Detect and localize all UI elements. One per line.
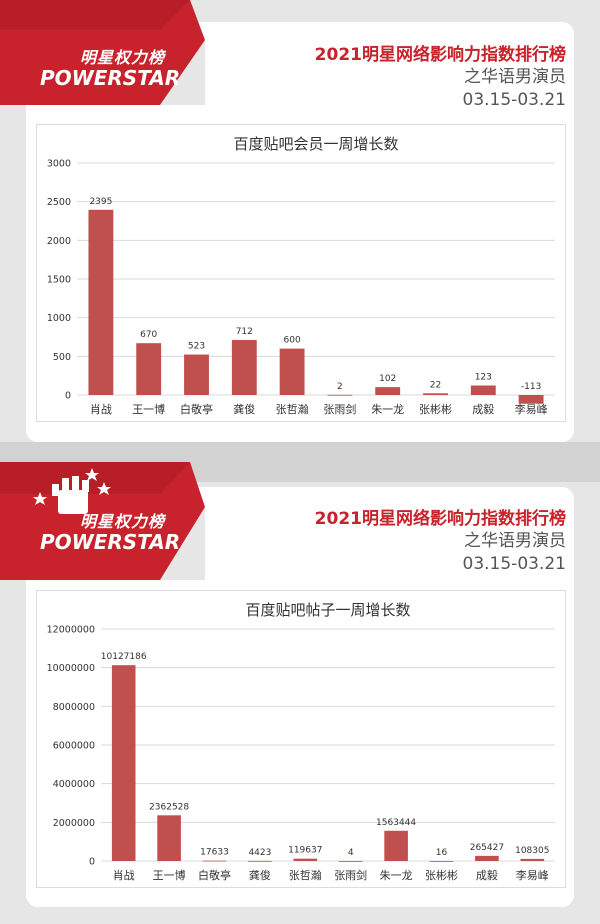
y-tick-label: 12000000 xyxy=(47,625,95,636)
bar xyxy=(88,209,114,395)
x-tick-label: 朱一龙 xyxy=(380,869,413,882)
y-tick-label: 8000000 xyxy=(53,702,95,713)
bar xyxy=(327,394,353,396)
chart-members-svg: 百度贴吧会员一周增长数 0 500 1000 1500 2000 2500 3000 2395 肖… xyxy=(47,135,555,416)
bar xyxy=(475,855,499,861)
y-tick-label: 4000000 xyxy=(53,779,95,790)
bar xyxy=(279,348,305,395)
data-label: 4423 xyxy=(248,848,271,858)
chart-title: 百度贴吧帖子一周增长数 xyxy=(245,601,410,619)
y-tick-label: 1000 xyxy=(47,313,71,324)
header-title-2: 2021明星网络影响力指数排行榜 xyxy=(314,509,566,529)
bar xyxy=(338,860,363,862)
data-label: 119637 xyxy=(288,846,322,856)
bar xyxy=(384,830,408,861)
chart-title: 百度贴吧会员一周增长数 xyxy=(233,135,398,153)
x-tick-label: 张哲瀚 xyxy=(289,868,322,882)
x-tick-label: 王一博 xyxy=(153,869,186,882)
data-label: 265427 xyxy=(470,843,504,853)
header-date-2: 03.15-03.21 xyxy=(462,554,566,574)
data-label: 123 xyxy=(475,372,492,382)
x-tick-label: 肖战 xyxy=(90,402,112,416)
y-tick-label: 2500 xyxy=(47,197,71,208)
x-tick-label: 成毅 xyxy=(476,868,498,882)
bar xyxy=(231,339,257,395)
bar xyxy=(293,858,318,861)
data-label: 523 xyxy=(188,342,205,352)
data-label: 600 xyxy=(284,336,301,346)
x-tick-label: 龚俊 xyxy=(233,402,255,416)
data-label: 4 xyxy=(348,848,354,858)
x-tick-label: 白敬亭 xyxy=(180,402,213,416)
bar xyxy=(470,385,496,395)
data-label: 16 xyxy=(436,848,448,858)
x-tick-label: 白敬亭 xyxy=(198,868,231,882)
y-tick-label: 2000 xyxy=(47,236,71,247)
x-tick-label: 李易峰 xyxy=(515,402,548,416)
data-label: 670 xyxy=(140,330,157,340)
chart-posts-svg: 百度贴吧帖子一周增长数 0 2000000 4000000 6000000 8000000… xyxy=(47,601,555,882)
brand-cn: 明星权力榜 xyxy=(80,48,166,67)
star-icons xyxy=(33,468,111,505)
data-label: 17633 xyxy=(200,848,229,858)
bar xyxy=(375,387,401,395)
bar xyxy=(423,393,448,395)
x-tick-label: 张雨剑 xyxy=(323,402,356,416)
bar xyxy=(157,815,181,861)
y-tick-label: 3000 xyxy=(47,159,71,170)
data-label: 10127186 xyxy=(101,652,147,662)
bar xyxy=(520,858,545,861)
bar xyxy=(202,860,227,862)
data-label: 2362528 xyxy=(149,802,189,812)
brand-en: POWERSTAR xyxy=(40,66,181,90)
header-subtitle-2: 之华语男演员 xyxy=(464,531,566,551)
header-text: 2021明星网络影响力指数排行榜 之华语男演员 03.15-03.21 xyxy=(315,44,566,112)
brand-cn-2: 明星权力榜 xyxy=(80,512,166,531)
y-tick-label: 2000000 xyxy=(53,818,95,829)
brand-logo-2: 明星权力榜 POWERSTAR xyxy=(40,508,180,554)
brand-logo: 明星权力榜 POWERSTAR xyxy=(40,44,180,90)
bar xyxy=(429,860,454,862)
x-tick-label: 龚俊 xyxy=(249,868,271,882)
y-tick-label: 500 xyxy=(53,352,71,363)
fist-icon xyxy=(52,476,89,514)
x-tick-label: 王一博 xyxy=(132,403,165,416)
y-tick-label: 1500 xyxy=(47,275,71,286)
bar xyxy=(248,860,272,862)
x-tick-label: 张彬彬 xyxy=(425,869,458,882)
brand-banner-2 xyxy=(0,462,205,580)
brand-banner xyxy=(0,0,205,105)
x-tick-label: 成毅 xyxy=(472,402,494,416)
bar xyxy=(184,354,209,395)
chart-members: 百度贴吧会员一周增长数 0 500 1000 1500 2000 2500 3000 2395 肖… xyxy=(36,124,566,422)
y-tick-label: 6000000 xyxy=(53,741,95,752)
y-tick-label: 0 xyxy=(65,391,71,402)
data-label: 1563444 xyxy=(376,818,416,828)
data-label: -113 xyxy=(521,382,541,392)
x-tick-label: 张哲瀚 xyxy=(276,402,309,416)
bar xyxy=(518,395,544,404)
x-tick-label: 张雨剑 xyxy=(334,868,367,882)
chart-posts: 百度贴吧帖子一周增长数 0 2000000 4000000 6000000 8000000… xyxy=(36,590,566,888)
bar xyxy=(136,343,162,395)
brand-en-2: POWERSTAR xyxy=(40,530,181,554)
data-label: 22 xyxy=(430,380,441,390)
y-tick-label: 10000000 xyxy=(47,663,95,674)
bar xyxy=(111,665,136,861)
header-title: 2021明星网络影响力指数排行榜 xyxy=(314,45,566,65)
x-tick-label: 朱一龙 xyxy=(371,403,404,416)
header-date: 03.15-03.21 xyxy=(462,90,566,110)
y-tick-label: 0 xyxy=(89,857,95,868)
data-label: 2395 xyxy=(89,197,112,207)
data-label: 712 xyxy=(236,327,253,337)
header-subtitle: 之华语男演员 xyxy=(464,67,566,87)
x-tick-label: 李易峰 xyxy=(516,868,549,882)
data-label: 102 xyxy=(379,374,396,384)
data-label: 2 xyxy=(337,382,343,392)
x-tick-label: 张彬彬 xyxy=(419,403,452,416)
data-label: 108305 xyxy=(515,846,549,856)
header-text-2: 2021明星网络影响力指数排行榜 之华语男演员 03.15-03.21 xyxy=(315,508,566,576)
x-tick-label: 肖战 xyxy=(113,868,135,882)
